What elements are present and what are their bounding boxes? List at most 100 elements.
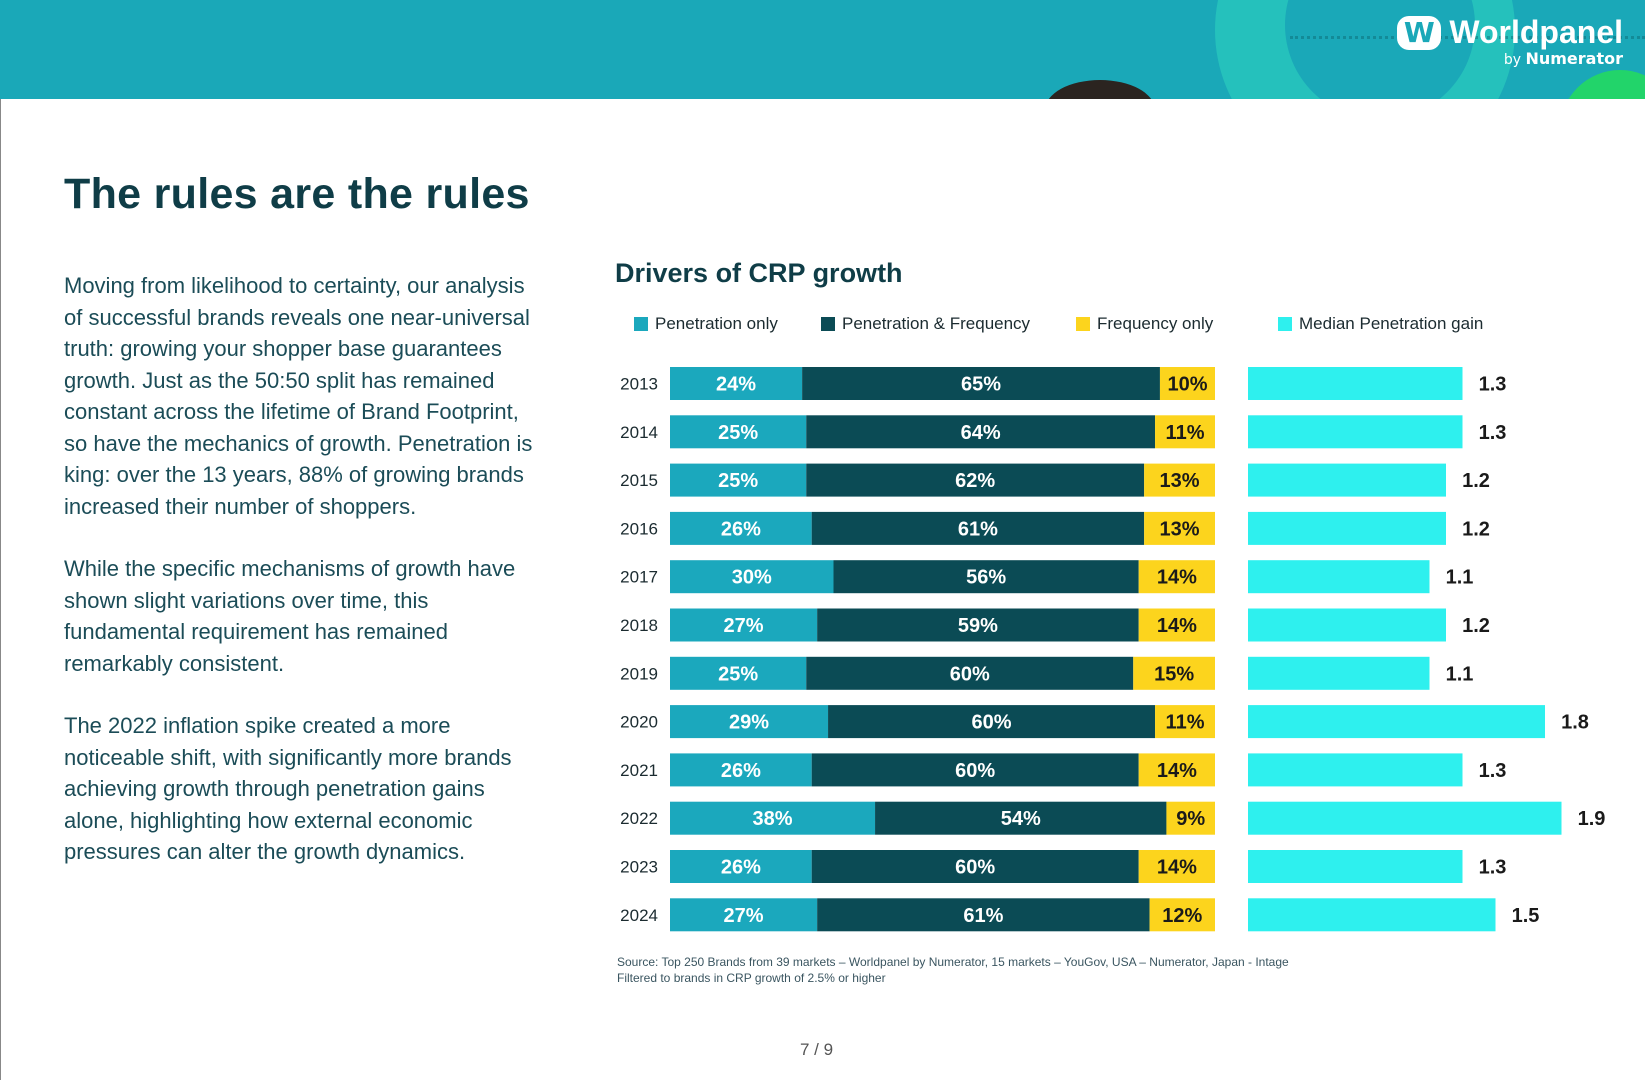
bar-data-label: 26% (721, 518, 761, 540)
penetration-gain-bar (1248, 415, 1463, 449)
year-tick-label: 2013 (620, 375, 658, 394)
bar-segment (670, 705, 829, 739)
bar-data-label: 38% (753, 808, 793, 830)
year-tick-label: 2024 (620, 906, 658, 925)
year-tick-label: 2016 (620, 519, 658, 538)
chart-title: Drivers of CRP growth (615, 258, 903, 288)
bar-data-label: 13% (1160, 470, 1200, 492)
bar-data-label: 61% (963, 905, 1003, 927)
paragraph: Moving from likelihood to certainty, our… (64, 273, 533, 519)
bar-segment (806, 656, 1134, 690)
bar-data-label: 9% (1176, 808, 1205, 830)
penetration-gain-bar (1248, 560, 1430, 594)
bar-data-label: 25% (718, 663, 758, 685)
bar-data-label: 27% (724, 615, 764, 637)
bar-data-label: 62% (955, 470, 995, 492)
bar-data-label: 10% (1167, 374, 1207, 396)
bar-data-label: 14% (1157, 567, 1197, 589)
penetration-gain-bar (1248, 608, 1446, 642)
bar-segment (1144, 511, 1215, 545)
bar-segment (670, 560, 834, 594)
page-title: The rules are the rules (64, 170, 530, 218)
bar-segment (670, 608, 818, 642)
penetration-gain-label: 1.3 (1479, 857, 1507, 879)
legend-swatch (1076, 317, 1090, 331)
year-tick-label: 2021 (620, 761, 658, 780)
penetration-gain-label: 1.8 (1561, 712, 1589, 734)
legend-item-median-penetration-gain: Median Penetration gain (1278, 314, 1483, 334)
year-tick-label: 2023 (620, 858, 658, 877)
paragraph: While the specific mechanisms of growth … (64, 556, 516, 676)
body-text: Moving from likelihood to certainty, our… (64, 270, 534, 899)
bar-data-label: 56% (966, 567, 1006, 589)
bar-segment (806, 463, 1145, 497)
bar-segment (1138, 850, 1215, 883)
penetration-gain-bar (1248, 463, 1446, 497)
penetration-gain-bar (1248, 656, 1430, 690)
bar-segment (670, 511, 812, 545)
penetration-gain-label: 1.3 (1479, 374, 1507, 396)
worldpanel-logo-icon: W (1397, 15, 1442, 50)
bar-segment (1155, 705, 1215, 739)
legend-label: Penetration & Frequency (842, 314, 1031, 333)
bar-data-label: 13% (1160, 518, 1200, 540)
legend-label: Penetration only (655, 314, 778, 333)
bar-segment (670, 898, 818, 932)
brand-name: Worldpanel (1449, 14, 1623, 50)
banner-decoration (1285, 0, 1475, 99)
bar-data-label: 14% (1157, 857, 1197, 879)
penetration-gain-label: 1.1 (1446, 663, 1474, 685)
legend-item-penetration-frequency: Penetration & Frequency (821, 314, 1030, 334)
penetration-gain-bar (1248, 367, 1463, 400)
bar-data-label: 26% (721, 760, 761, 782)
source-note: Source: Top 250 Brands from 39 markets –… (617, 954, 1289, 986)
bar-data-label: 60% (972, 712, 1012, 734)
bar-data-label: 54% (1001, 808, 1041, 830)
brand-parent: Numerator (1525, 49, 1623, 68)
penetration-gain-bar (1248, 753, 1463, 787)
penetration-gain-label: 1.1 (1446, 567, 1474, 589)
year-tick-label: 2020 (620, 713, 658, 732)
bar-data-label: 24% (716, 374, 756, 396)
bar-segment (811, 511, 1145, 545)
penetration-gain-label: 1.2 (1462, 615, 1490, 637)
bar-segment (1155, 415, 1215, 449)
bar-data-label: 11% (1166, 712, 1205, 734)
year-tick-label: 2015 (620, 471, 658, 490)
bar-segment (670, 463, 807, 497)
bar-segment (1144, 463, 1215, 497)
legend-swatch (634, 317, 648, 331)
bar-data-label: 60% (950, 663, 990, 685)
bar-data-label: 14% (1157, 615, 1197, 637)
bar-data-label: 30% (732, 567, 772, 589)
penetration-gain-bar (1248, 801, 1562, 835)
penetration-gain-label: 1.3 (1479, 760, 1507, 782)
legend-swatch (1278, 317, 1292, 331)
page-indicator: 7 / 9 (800, 1040, 834, 1059)
penetration-gain-label: 1.9 (1578, 808, 1606, 830)
bar-segment (670, 753, 812, 787)
bar-segment (811, 850, 1139, 883)
bar-segment (1149, 898, 1215, 932)
bar-data-label: 64% (961, 422, 1001, 444)
bar-segment (1138, 753, 1215, 787)
penetration-gain-bar (1248, 850, 1463, 883)
bar-segment (817, 898, 1150, 932)
bar-data-label: 25% (718, 470, 758, 492)
bar-data-label: 65% (961, 374, 1001, 396)
bar-segment (670, 801, 876, 835)
worldpanel-logo: W Worldpanel by Numerator (1397, 14, 1623, 68)
year-tick-label: 2017 (620, 568, 658, 587)
legend-label: Frequency only (1097, 314, 1214, 333)
bar-segment (670, 367, 803, 400)
bar-data-label: 11% (1166, 422, 1205, 444)
penetration-gain-bar (1248, 898, 1496, 932)
bar-data-label: 25% (718, 422, 758, 444)
penetration-gain-bar (1248, 705, 1545, 739)
legend-swatch (821, 317, 835, 331)
bar-segment (1138, 608, 1215, 642)
bar-segment (670, 415, 807, 449)
header-banner: W Worldpanel by Numerator (0, 0, 1645, 99)
bar-segment (1159, 367, 1215, 400)
